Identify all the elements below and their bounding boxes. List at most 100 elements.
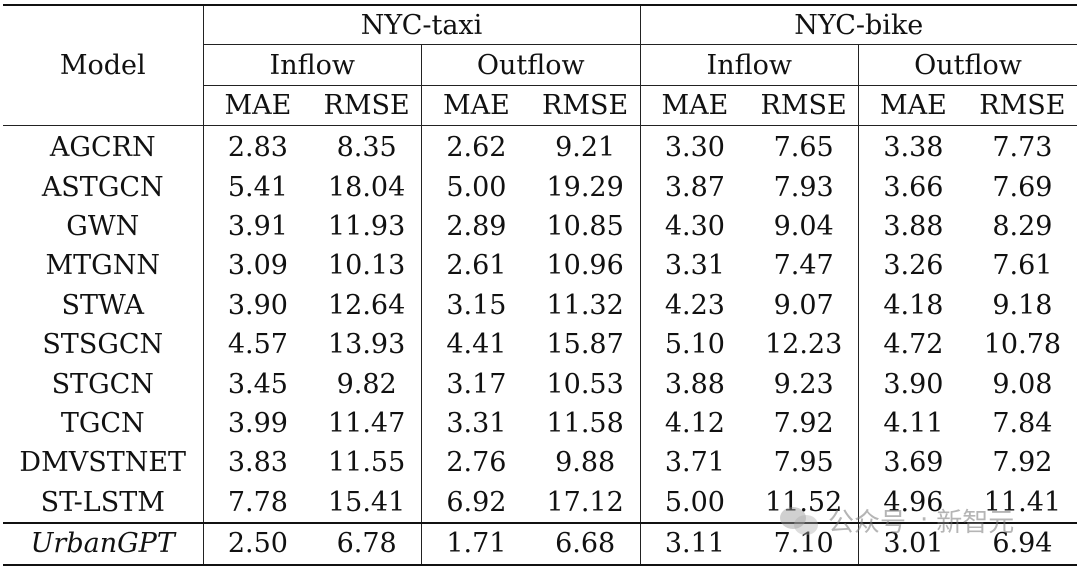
- table-cell: 4.57: [202, 324, 313, 365]
- table-cell: 8.29: [992, 210, 1053, 242]
- table-cell: 3.88: [639, 364, 750, 404]
- table-cell: 3.15: [420, 285, 531, 325]
- table-cell: 11.55: [327, 447, 406, 479]
- table-cell: 7.69: [992, 171, 1053, 203]
- table-cell: 3.17: [420, 364, 531, 404]
- dataset-header-nyc-taxi: NYC-taxi: [202, 4, 641, 45]
- table-cell: 9.08: [992, 368, 1053, 400]
- table-cell: 3.90: [202, 285, 313, 325]
- table-cell: 10.96: [546, 250, 624, 282]
- table-row: STSGCN 4.57 13.93 4.41 15.87 5.10 12.23 4.72 10.…: [3, 324, 1077, 365]
- table-cell: 2.76: [420, 443, 531, 483]
- table-cell: 2.89: [420, 206, 531, 247]
- table-cell: 5.00: [639, 482, 750, 523]
- table-cell: 15.41: [327, 486, 406, 518]
- table-cell: 5.00: [420, 167, 531, 207]
- table-cell: 3.87: [639, 167, 750, 207]
- table-cell: 18.04: [327, 171, 406, 203]
- dataset-header-nyc-bike: NYC-bike: [639, 4, 1078, 45]
- table-cell: 9.07: [773, 289, 834, 321]
- table-cell: 3.71: [639, 443, 750, 483]
- table-cell: 8.35: [336, 132, 397, 164]
- table-cell: 3.26: [858, 246, 968, 286]
- results-table: Model NYC-taxi NYC-bike Inflow Outflow I…: [3, 4, 1078, 566]
- table-row: STGCN 3.45 9.82 3.17 10.53 3.88 9.23 3.90 9.08: [3, 364, 1077, 404]
- table-cell: 7.84: [992, 407, 1053, 439]
- table-cell: 12.64: [327, 289, 406, 321]
- table-cell: 12.23: [764, 329, 843, 361]
- table-row: STWA 3.90 12.64 3.15 11.32 4.23 9.07 4.18 9.18: [3, 285, 1077, 325]
- table-cell: 4.30: [639, 206, 750, 247]
- table-cell: 7.78: [202, 482, 313, 523]
- table-cell: 3.66: [858, 167, 968, 207]
- table-cell: 3.31: [639, 246, 750, 286]
- table-cell-best: 6.94: [967, 521, 1078, 566]
- table-cell: 11.47: [327, 407, 406, 439]
- model-name: STSGCN: [42, 329, 164, 361]
- table-cell-best: 1.71: [420, 521, 531, 566]
- table-cell: 11.52: [764, 486, 843, 518]
- metric-header: MAE: [202, 85, 313, 126]
- table-cell: 11.32: [546, 289, 624, 321]
- table-cell-best: 3.11: [639, 521, 750, 566]
- table-row: ST-LSTM 7.78 15.41 6.92 17.12 5.00 11.52 4.96 11…: [3, 482, 1077, 523]
- group-header-bike-inflow: Inflow: [639, 44, 859, 86]
- table-cell-best: 6.78: [312, 521, 422, 566]
- model-name: DMVSTNET: [19, 447, 187, 479]
- table-cell: 3.83: [202, 443, 313, 483]
- table-cell: 9.88: [555, 447, 616, 479]
- table-cell: 11.93: [327, 210, 406, 242]
- table-cell: 9.04: [773, 210, 834, 242]
- ours-body: UrbanGPT 2.50 6.78 1.71 6.68 3.11 7.10 3…: [3, 521, 1078, 566]
- table-cell: 7.73: [992, 132, 1053, 164]
- table-cell: 3.69: [858, 443, 968, 483]
- metric-header: RMSE: [312, 85, 422, 126]
- model-name: ST-LSTM: [40, 486, 165, 518]
- table-cell: 10.13: [327, 250, 406, 282]
- metric-header: RMSE: [749, 85, 859, 126]
- table-cell: 5.10: [639, 324, 750, 365]
- table-cell: 3.90: [858, 364, 968, 404]
- table-cell-best: 7.10: [749, 521, 859, 566]
- table-cell: 3.31: [420, 403, 531, 444]
- model-name-ours: UrbanGPT: [3, 521, 203, 566]
- model-name: ASTGCN: [41, 171, 164, 203]
- table-cell: 7.47: [773, 250, 834, 282]
- table-row: TGCN 3.99 11.47 3.31 11.58 4.12 7.92 4.11 7.84: [3, 403, 1077, 444]
- metric-header: RMSE: [530, 85, 641, 126]
- table-cell: 3.30: [639, 125, 750, 168]
- table-cell: 9.23: [773, 368, 834, 400]
- model-name: GWN: [66, 210, 140, 242]
- group-header-bike-outflow: Outflow: [858, 44, 1078, 86]
- table-cell: 7.93: [773, 171, 834, 203]
- table-cell: 13.93: [327, 329, 406, 361]
- table-cell: 4.12: [639, 403, 750, 444]
- table-cell: 4.41: [420, 324, 531, 365]
- table-cell: 4.96: [858, 482, 968, 523]
- table-row: AGCRN 2.83 8.35 2.62 9.21 3.30 7.65 3.38 7.73: [3, 125, 1077, 168]
- table-cell: 10.85: [546, 210, 624, 242]
- metric-header: MAE: [858, 85, 968, 126]
- table-cell: 9.18: [992, 289, 1053, 321]
- model-name: MTGNN: [45, 250, 160, 282]
- table-cell: 17.12: [546, 486, 624, 518]
- table-row: DMVSTNET 3.83 11.55 2.76 9.88 3.71 7.95 3.69 7.9…: [3, 443, 1077, 483]
- table-cell: 6.92: [420, 482, 531, 523]
- metric-header: MAE: [420, 85, 531, 126]
- model-name: STWA: [61, 289, 144, 321]
- table-row-ours: UrbanGPT 2.50 6.78 1.71 6.68 3.11 7.10 3…: [3, 521, 1078, 566]
- table-cell: 19.29: [546, 171, 624, 203]
- table-row: ASTGCN 5.41 18.04 5.00 19.29 3.87 7.93 3.66 7.69: [3, 167, 1077, 207]
- group-header-taxi-outflow: Outflow: [421, 44, 641, 86]
- table-cell: 2.62: [420, 125, 531, 168]
- table-body: AGCRN 2.83 8.35 2.62 9.21 3.30 7.65 3.38 7.73 AST…: [3, 125, 1077, 523]
- table-row: MTGNN 3.09 10.13 2.61 10.96 3.31 7.47 3.26 7.61: [3, 246, 1077, 286]
- table-cell: 4.23: [639, 285, 750, 325]
- table-cell: 4.72: [858, 324, 968, 365]
- metric-header: MAE: [639, 85, 750, 126]
- table-cell: 4.11: [858, 403, 968, 444]
- table-cell: 11.41: [983, 486, 1062, 518]
- model-column-header: Model: [3, 4, 203, 126]
- table-cell: 3.91: [202, 206, 313, 247]
- table-cell: 2.61: [420, 246, 531, 286]
